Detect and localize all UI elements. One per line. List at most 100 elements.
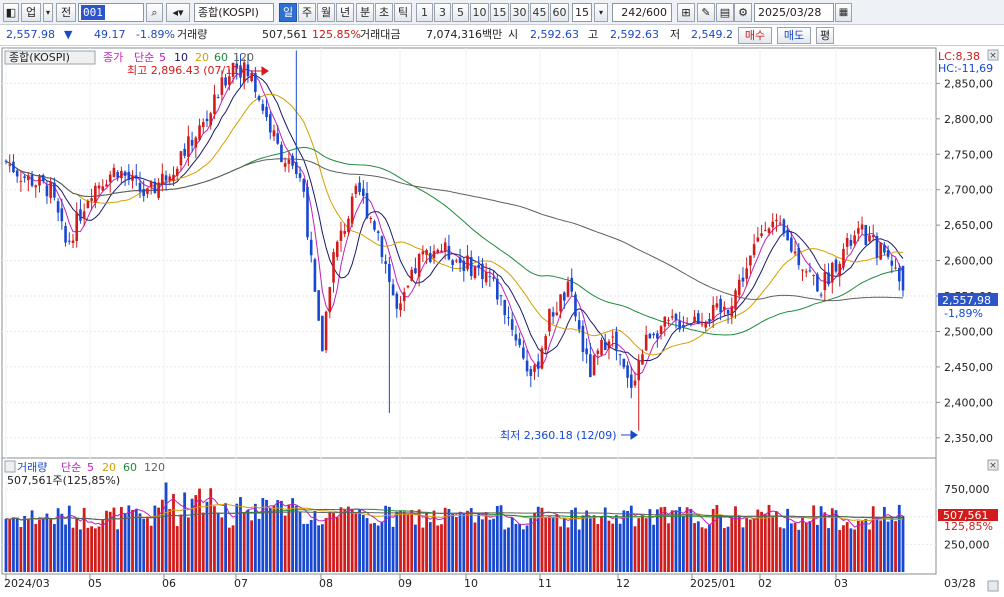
volume-bar	[585, 510, 589, 572]
scroll-right-icon[interactable]	[987, 580, 999, 592]
candle-body	[804, 271, 808, 273]
market-dropdown-icon[interactable]: ▾	[43, 3, 53, 22]
timeframe-tick[interactable]: 틱	[394, 3, 412, 22]
hc-indicator: HC:-11,69	[938, 62, 993, 75]
even-button[interactable]: 평	[816, 27, 834, 44]
max-annotation: 최고 2,896.43 (07/11)	[127, 64, 244, 77]
speaker-icon[interactable]: ◂▾	[166, 3, 190, 22]
volume-bar	[257, 518, 261, 572]
volume-bar	[313, 511, 317, 572]
interval-15[interactable]: 15	[490, 3, 509, 22]
market-select[interactable]: 업	[21, 3, 41, 22]
volume-bar	[704, 528, 708, 572]
candle-body	[838, 263, 842, 277]
timeframe-week[interactable]: 주	[298, 3, 316, 22]
chart-area[interactable]: × × 2,850,00 2,800,00 2,750,00 2,700,00 2,65…	[0, 47, 1004, 597]
timeframe-year[interactable]: 년	[336, 3, 354, 22]
candlesticks	[4, 50, 905, 431]
volume-bar	[838, 529, 842, 572]
volume-bar	[354, 512, 358, 572]
interval-30[interactable]: 30	[510, 3, 529, 22]
volume-bar	[402, 511, 406, 572]
price-tick-label: 2,850,00	[944, 77, 993, 90]
volume-bar	[205, 501, 209, 572]
x-axis-label: 09	[398, 577, 412, 590]
candle-body	[793, 251, 797, 254]
volume-bar	[34, 523, 38, 572]
volume-bar	[473, 522, 477, 572]
calendar-icon[interactable]: ▦	[835, 3, 852, 22]
sell-button[interactable]: 매도	[777, 27, 811, 44]
volume-bar	[332, 513, 335, 572]
price-legend-box[interactable]	[4, 50, 96, 65]
volume-bar	[678, 506, 682, 572]
timeframe-month[interactable]: 월	[317, 3, 335, 22]
volume-panel-close-icon[interactable]	[987, 459, 999, 471]
indicator-icon[interactable]: ⊞	[677, 3, 695, 22]
candle-body	[689, 323, 693, 325]
candle-body	[291, 155, 294, 166]
interval-10[interactable]: 10	[470, 3, 489, 22]
volume-bar	[119, 506, 123, 572]
volume-bar	[131, 509, 134, 572]
data-count-field[interactable]: 242/600	[612, 3, 672, 22]
volume-bar	[760, 511, 763, 572]
candle-body	[462, 260, 466, 272]
drawing-tool-icon[interactable]: ✎	[697, 3, 715, 22]
volume-bar	[462, 513, 466, 572]
volume-bar	[384, 505, 388, 572]
timeframe-second[interactable]: 초	[375, 3, 393, 22]
volume-bar	[882, 506, 886, 572]
volume-legend-box[interactable]	[4, 460, 16, 473]
interval-60[interactable]: 60	[550, 3, 569, 22]
volume-bar	[26, 518, 30, 572]
volume-bar	[652, 524, 656, 572]
candle-body	[548, 308, 551, 332]
buy-button[interactable]: 매수	[738, 27, 772, 44]
volume-bar	[529, 517, 533, 572]
interval-5[interactable]: 5	[452, 3, 469, 22]
volume-bar	[75, 518, 79, 572]
candle-body	[488, 276, 492, 278]
interval-input[interactable]: 15	[572, 3, 592, 22]
volume-bar	[540, 507, 544, 572]
candle-body	[771, 221, 775, 228]
price-panel-close-icon[interactable]	[987, 49, 999, 61]
code-input[interactable]: 001	[78, 3, 144, 22]
candle-body	[116, 172, 119, 178]
save-icon[interactable]: ▤	[716, 3, 734, 22]
timeframe-day[interactable]: 일	[279, 3, 297, 22]
gear-icon[interactable]: ⚙	[734, 3, 752, 22]
interval-1[interactable]: 1	[416, 3, 433, 22]
current-price: 2,557.98	[6, 28, 55, 41]
last-pct-tag: -1,89%	[944, 307, 983, 320]
volume-bar	[685, 507, 689, 572]
candle-body	[339, 230, 343, 241]
volume-bar	[406, 513, 410, 572]
candle-body	[842, 248, 845, 268]
volume-bar	[90, 526, 94, 572]
volume-bar	[298, 511, 302, 572]
high-value: 2,592.63	[610, 28, 659, 41]
layout-icon[interactable]: ◧	[3, 3, 19, 22]
chart-svg[interactable]: × × 2,850,00 2,800,00 2,750,00 2,700,00 2,65…	[0, 47, 1004, 597]
interval-dropdown-icon[interactable]: ▾	[594, 3, 608, 22]
period-type-button[interactable]: 전	[56, 3, 76, 22]
candle-body	[194, 137, 198, 148]
price-panel-frame	[1, 47, 937, 459]
volume-bar	[696, 521, 700, 572]
volume-bar	[466, 510, 469, 572]
interval-3[interactable]: 3	[434, 3, 451, 22]
timeframe-minute[interactable]: 분	[356, 3, 374, 22]
candle-body	[354, 185, 358, 194]
candle-body	[265, 106, 268, 118]
volume-bar	[365, 518, 369, 572]
volume-bar	[15, 517, 19, 572]
interval-45[interactable]: 45	[530, 3, 549, 22]
volume-bar	[767, 504, 771, 572]
search-icon[interactable]: ⌕	[146, 3, 163, 22]
date-input[interactable]: 2025/03/28	[754, 3, 834, 22]
volume-bar	[216, 512, 220, 572]
volume-ma-line-120	[5, 511, 903, 521]
candle-body	[216, 97, 220, 99]
